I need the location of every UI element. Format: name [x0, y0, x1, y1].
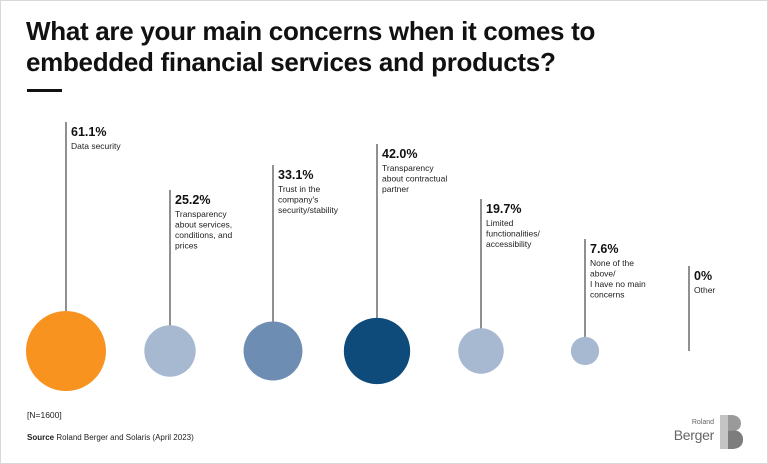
value-label: 0% — [694, 269, 712, 283]
category-label-line: partner — [382, 184, 409, 194]
category-label: Transparency about contractual partner — [382, 163, 447, 194]
value-label: 33.1% — [278, 168, 313, 182]
category-label-line: above/ — [590, 269, 616, 279]
category-label-line: Data security — [71, 141, 121, 151]
category-label-line: Other — [694, 285, 715, 295]
category-label-line: I have no main — [590, 279, 646, 289]
category-label-line: company's — [278, 195, 318, 205]
source-text: Roland Berger and Solaris (April 2023) — [56, 433, 194, 442]
category-label: None of the above/I have no main concerns — [590, 258, 646, 300]
category-label-line: None of the — [590, 258, 634, 268]
category-label-line: concerns — [590, 290, 625, 300]
category-label-line: Limited — [486, 218, 514, 228]
bubble-mark — [343, 317, 411, 385]
bubble-mark — [144, 325, 196, 377]
category-label-line: about services, — [175, 220, 232, 230]
category-label-line: functionalities/ — [486, 229, 541, 239]
title-underline — [27, 89, 62, 92]
category-label: Transparency about services, conditions, a… — [175, 209, 232, 251]
bubble-mark — [570, 336, 600, 366]
chart-title: What are your main concerns when it come… — [26, 16, 596, 77]
category-label-line: accessibility — [486, 239, 532, 249]
category-label: Other — [694, 285, 715, 295]
logo-text-berger: Berger — [673, 427, 715, 443]
source-note: Source Roland Berger and Solaris (April … — [27, 433, 194, 442]
category-label-line: security/stability — [278, 205, 339, 215]
value-label: 42.0% — [382, 147, 417, 161]
category-label-line: conditions, and — [175, 230, 232, 240]
roland-berger-logo: Roland Berger — [672, 414, 744, 450]
value-label: 61.1% — [71, 125, 106, 139]
source-label: Source — [27, 433, 55, 442]
logo-text-roland: Roland — [691, 419, 714, 426]
value-label: 19.7% — [486, 202, 521, 216]
category-label: Limited functionalities/accessibility — [486, 218, 541, 249]
logo-b-mark-icon — [720, 415, 743, 449]
category-label-line: prices — [175, 241, 198, 251]
bubble-mark — [26, 311, 106, 391]
bubble-mark — [458, 328, 504, 374]
bubble-mark — [243, 321, 303, 381]
category-label-line: about contractual — [382, 174, 447, 184]
value-label: 7.6% — [590, 242, 619, 256]
category-label: Data security — [71, 141, 121, 151]
category-label-line: Trust in the — [278, 184, 320, 194]
sample-size: [N=1600] — [27, 410, 62, 420]
category-label-line: Transparency — [382, 163, 434, 173]
category-label-line: Transparency — [175, 209, 227, 219]
category-label: Trust in the company's security/stability — [278, 184, 339, 215]
value-label: 25.2% — [175, 193, 210, 207]
